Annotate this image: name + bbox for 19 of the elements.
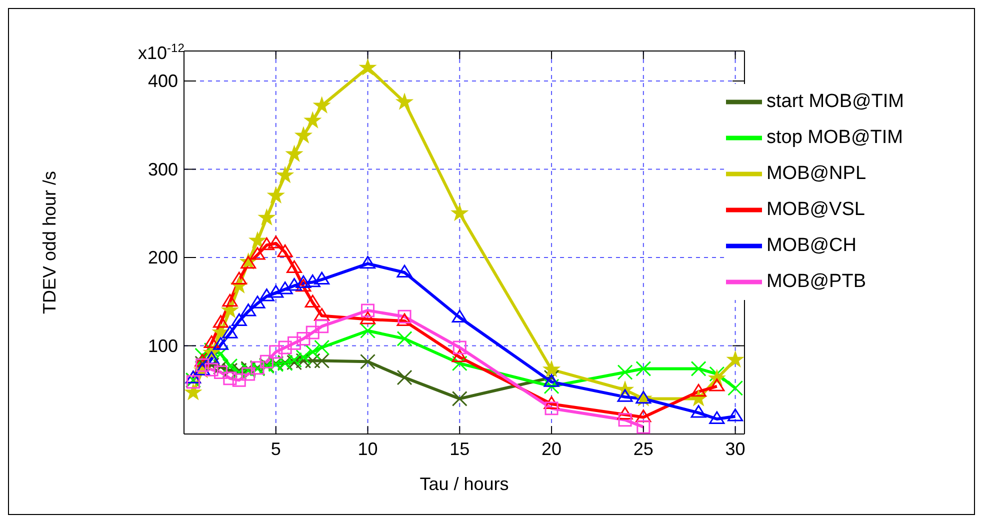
legend-label: MOB@PTB	[766, 271, 866, 292]
annotation: x10$^{-12}$	[138, 41, 185, 64]
y-tick-label: 100	[148, 336, 178, 356]
x-tick-label: 20	[542, 438, 562, 459]
y-tick-label: 200	[148, 248, 178, 268]
y-tick-label: 300	[148, 159, 178, 180]
x-tick-label: 25	[633, 438, 654, 459]
legend-label: stop MOB@TIM	[766, 127, 903, 148]
x-tick-label: 15	[450, 438, 470, 459]
x-axis-title: Tau / hours	[420, 474, 509, 494]
legend-label: MOB@VSL	[766, 199, 865, 220]
legend-label: MOB@CH	[766, 235, 856, 256]
x-tick-label: 10	[358, 438, 378, 459]
y-tick-label: 400	[148, 71, 178, 92]
legend-label: start MOB@TIM	[766, 91, 904, 112]
legend-label: MOB@NPL	[766, 163, 866, 184]
x-tick-label: 5	[270, 438, 281, 459]
x-tick-label: 30	[725, 438, 746, 459]
y-axis-title: TDEV odd hour /s	[39, 170, 60, 314]
